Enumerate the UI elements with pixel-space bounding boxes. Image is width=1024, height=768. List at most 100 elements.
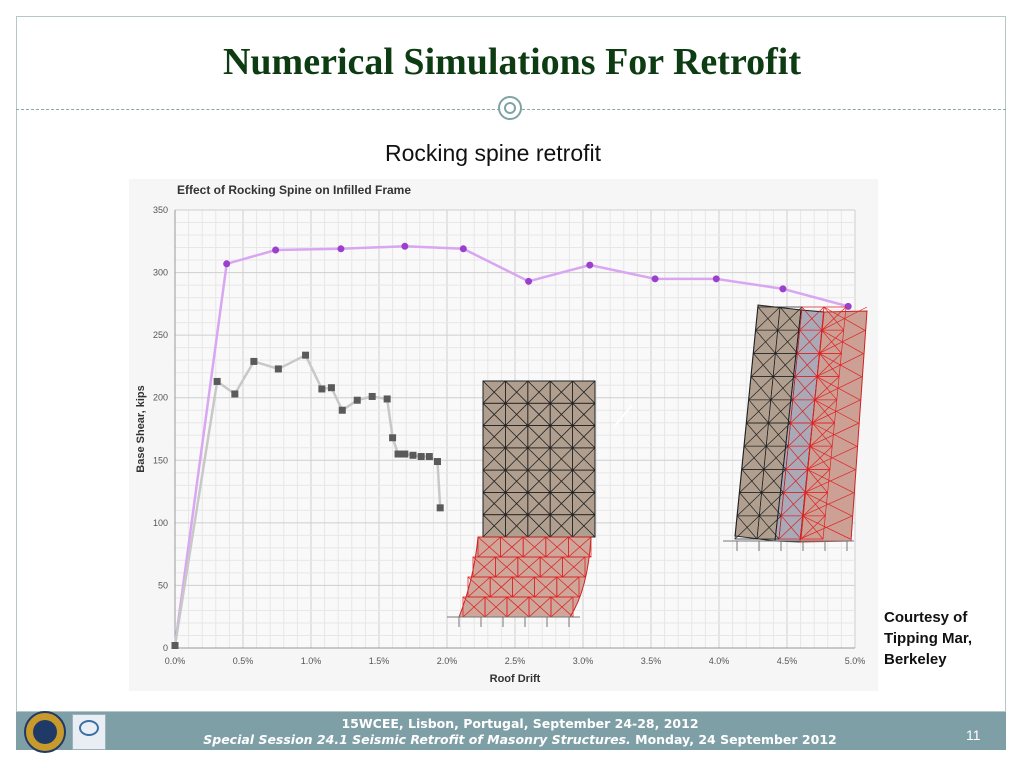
footer-conference-line: 15WCEE, Lisbon, Portugal, September 24-2… (341, 716, 699, 731)
x-tick-label: 1.5% (369, 656, 390, 666)
chart-svg: Effect of Rocking Spine on Infilled Fram… (135, 183, 868, 685)
mesh-diagonal (816, 353, 842, 377)
series-point (274, 365, 282, 373)
mesh-diagonal (527, 447, 551, 471)
mesh-diagonal (819, 329, 866, 354)
mesh-diagonal (528, 596, 552, 618)
mesh-diagonal (803, 492, 828, 517)
mesh-diagonal (534, 576, 558, 598)
mesh-diagonal (527, 425, 551, 449)
mesh-diagonal (802, 492, 855, 517)
x-tick-label: 3.0% (573, 656, 594, 666)
mesh-diagonal (505, 492, 529, 515)
series-point (231, 390, 239, 398)
footer-bar (16, 712, 1006, 750)
mesh-diagonal (482, 403, 506, 426)
mesh-diagonal (527, 514, 551, 538)
mesh-diagonal (482, 514, 506, 538)
mesh-diagonal (572, 514, 596, 538)
mesh-diagonal (794, 353, 820, 377)
mesh-diagonal (572, 469, 596, 493)
series-point (401, 242, 409, 250)
mesh-diagonal (505, 447, 529, 471)
series-point (779, 285, 787, 293)
mesh-diagonal (505, 403, 529, 426)
mesh-diagonal (763, 445, 789, 470)
university-seal-logo (24, 711, 66, 753)
y-tick-label: 0 (163, 643, 168, 653)
mesh-diagonal (482, 425, 506, 449)
mesh-diagonal (505, 469, 529, 493)
x-tick-label: 5.0% (845, 656, 866, 666)
mesh-diagonal (482, 492, 506, 515)
mesh-diagonal (482, 469, 506, 493)
mesh-diagonal (539, 556, 563, 578)
mesh-diagonal (545, 536, 569, 558)
series-point (651, 275, 659, 283)
x-tick-label: 1.0% (301, 656, 322, 666)
mesh-diagonal (482, 380, 506, 404)
mesh-diagonal (761, 469, 787, 493)
x-tick-label: 0.0% (165, 656, 186, 666)
left-model-crack (613, 404, 633, 428)
mesh-diagonal (506, 596, 530, 618)
footer-session-title: Special Session 24.1 Seismic Retrofit of… (203, 732, 631, 747)
mesh-diagonal (572, 403, 596, 426)
mesh-diagonal (500, 536, 524, 558)
mesh-diagonal (807, 445, 833, 470)
mesh-diagonal (809, 422, 835, 447)
mesh-diagonal (809, 422, 860, 447)
y-tick-label: 50 (158, 580, 168, 590)
x-tick-label: 4.5% (777, 656, 798, 666)
rocking-spine-model-right (723, 304, 868, 551)
mesh-diagonal (753, 329, 778, 354)
mesh-diagonal (814, 376, 840, 401)
page-number: 11 (966, 727, 981, 743)
mesh-diagonal (562, 556, 586, 578)
series-point (327, 384, 335, 392)
series-point (401, 450, 409, 458)
mesh-diagonal (741, 445, 767, 470)
x-tick-label: 4.0% (709, 656, 730, 666)
y-tick-label: 100 (153, 518, 168, 528)
mesh-diagonal (527, 469, 551, 493)
mesh-diagonal (799, 306, 825, 331)
series-point (409, 451, 417, 459)
mesh-diagonal (572, 380, 596, 404)
left-model-mesh-red (462, 536, 592, 618)
y-tick-label: 200 (153, 393, 168, 403)
mesh-diagonal (572, 447, 596, 471)
footer-session-line: Special Session 24.1 Seismic Retrofit of… (150, 732, 890, 747)
series-point (459, 245, 467, 253)
y-tick-label: 350 (153, 205, 168, 215)
series-point (436, 504, 444, 512)
left-model-supports (447, 616, 580, 627)
mesh-diagonal (527, 380, 551, 404)
mesh-diagonal (482, 447, 506, 471)
mesh-diagonal (549, 380, 573, 404)
mesh-diagonal (549, 425, 573, 449)
series-point (525, 277, 533, 285)
series-point (389, 434, 397, 442)
mesh-diagonal (819, 329, 844, 354)
x-tick-label: 3.5% (641, 656, 662, 666)
mesh-diagonal (799, 515, 853, 540)
mesh-diagonal (821, 306, 868, 331)
mesh-diagonal (549, 514, 573, 538)
y-axis-label: Base Shear, kips (135, 385, 147, 472)
mesh-diagonal (505, 380, 529, 404)
mesh-diagonal (805, 469, 831, 493)
mesh-diagonal (756, 515, 782, 540)
mesh-diagonal (816, 353, 864, 377)
image-credit: Courtesy of Tipping Mar, Berkeley (884, 609, 973, 668)
right-model-supports (723, 540, 854, 551)
mesh-diagonal (495, 556, 519, 578)
chart-title: Effect of Rocking Spine on Infilled Fram… (177, 183, 411, 197)
mesh-diagonal (739, 469, 765, 493)
mesh-diagonal (484, 596, 508, 618)
mesh-diagonal (743, 422, 769, 447)
series-point (223, 260, 231, 268)
mesh-diagonal (505, 425, 529, 449)
mesh-diagonal (765, 422, 791, 447)
series-point (844, 302, 852, 310)
